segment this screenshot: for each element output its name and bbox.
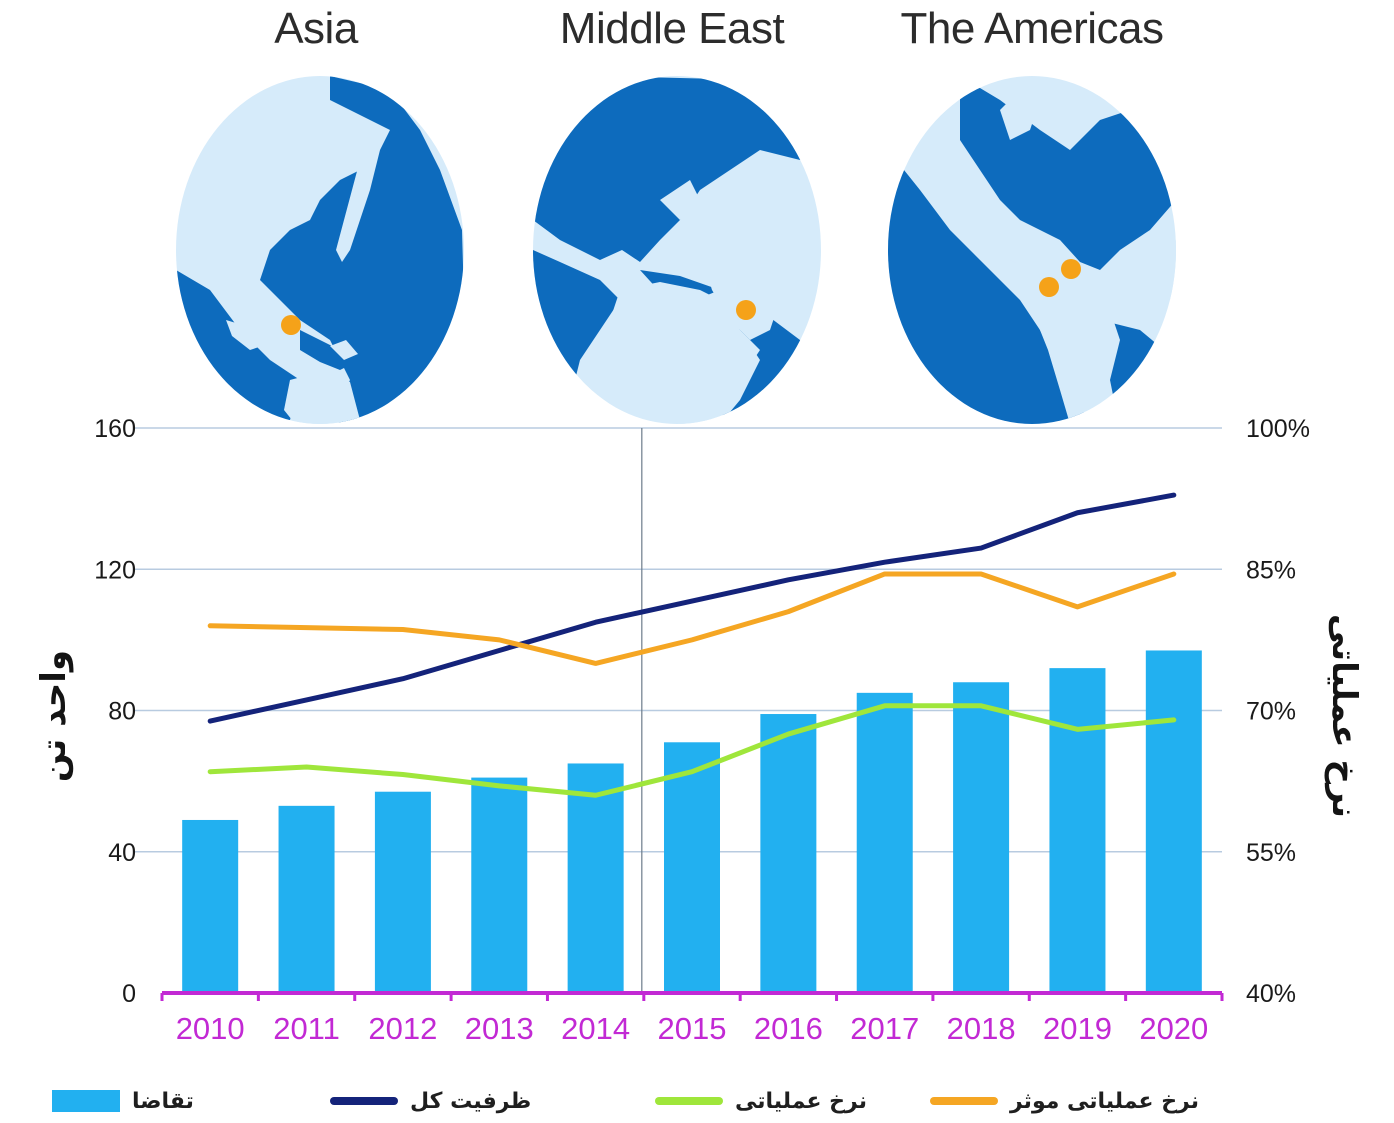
- legend-item-total-capacity: ظرفیت کل: [330, 1083, 531, 1119]
- x-tick-label-2012: 2012: [368, 1011, 437, 1046]
- legend-swatch-operating-rate: [655, 1097, 723, 1105]
- bar-demand-2019: [1049, 668, 1105, 993]
- x-tick-label-2010: 2010: [176, 1011, 245, 1046]
- y-left-tick-label: 80: [108, 698, 136, 726]
- legend-swatch-effective-operating-rate: [930, 1097, 998, 1105]
- bar-demand-2020: [1146, 650, 1202, 993]
- x-tick-label-2016: 2016: [754, 1011, 823, 1046]
- x-tick-label-2015: 2015: [658, 1011, 727, 1046]
- legend-label-effective-operating-rate: نرخ عملیاتی موثر: [1010, 1089, 1199, 1114]
- bar-demand-2018: [953, 682, 1009, 993]
- legend-label-operating-rate: نرخ عملیاتی: [735, 1089, 867, 1114]
- x-tick-label-2019: 2019: [1043, 1011, 1112, 1046]
- x-tick-label-2013: 2013: [465, 1011, 534, 1046]
- bar-demand-2014: [568, 763, 624, 993]
- y-left-tick-label: 40: [108, 839, 136, 867]
- chart-plot: 2010 2011 2012 2013 2014 2015 2016 2017 2018 2019…: [0, 0, 1394, 1060]
- x-tick-label-2020: 2020: [1139, 1011, 1208, 1046]
- y-right-tick-label: 70%: [1246, 698, 1296, 726]
- legend-swatch-total-capacity: [330, 1097, 398, 1105]
- bar-demand-2013: [471, 778, 527, 993]
- y-left-axis-title: واحد تن: [34, 650, 74, 782]
- legend-label-total-capacity: ظرفیت کل: [410, 1089, 531, 1114]
- bar-demand-2011: [279, 806, 335, 993]
- legend-label-demand: تقاضا: [132, 1089, 194, 1114]
- line-effective-operating-rate: [210, 574, 1174, 663]
- bar-demand-2016: [760, 714, 816, 993]
- y-right-tick-label: 40%: [1246, 980, 1296, 1008]
- legend-item-effective-operating-rate: نرخ عملیاتی موثر: [930, 1083, 1199, 1119]
- y-left-tick-label: 120: [94, 556, 136, 584]
- legend-item-operating-rate: نرخ عملیاتی: [655, 1083, 867, 1119]
- y-right-tick-label: 55%: [1246, 839, 1296, 867]
- bar-demand-2015: [664, 742, 720, 993]
- bar-demand-2010: [182, 820, 238, 993]
- y-right-tick-label: 85%: [1246, 556, 1296, 584]
- legend-item-demand: تقاضا: [52, 1083, 194, 1119]
- legend: تقاضا ظرفیت کل نرخ عملیاتی نرخ عملیاتی م…: [0, 1083, 1394, 1123]
- bar-demand-2017: [857, 693, 913, 993]
- y-right-tick-label: 100%: [1246, 415, 1310, 443]
- y-left-tick-label: 0: [122, 980, 136, 1008]
- bar-demand-2012: [375, 792, 431, 993]
- line-total-capacity: [210, 495, 1174, 721]
- x-tick-label-2017: 2017: [850, 1011, 919, 1046]
- legend-swatch-demand: [52, 1090, 120, 1112]
- y-right-axis-title: نرخ عملیاتی: [1324, 614, 1364, 818]
- x-tick-label-2014: 2014: [561, 1011, 630, 1046]
- x-tick-label-2018: 2018: [947, 1011, 1016, 1046]
- x-tick-label-2011: 2011: [273, 1011, 340, 1046]
- y-left-tick-label: 160: [94, 415, 136, 443]
